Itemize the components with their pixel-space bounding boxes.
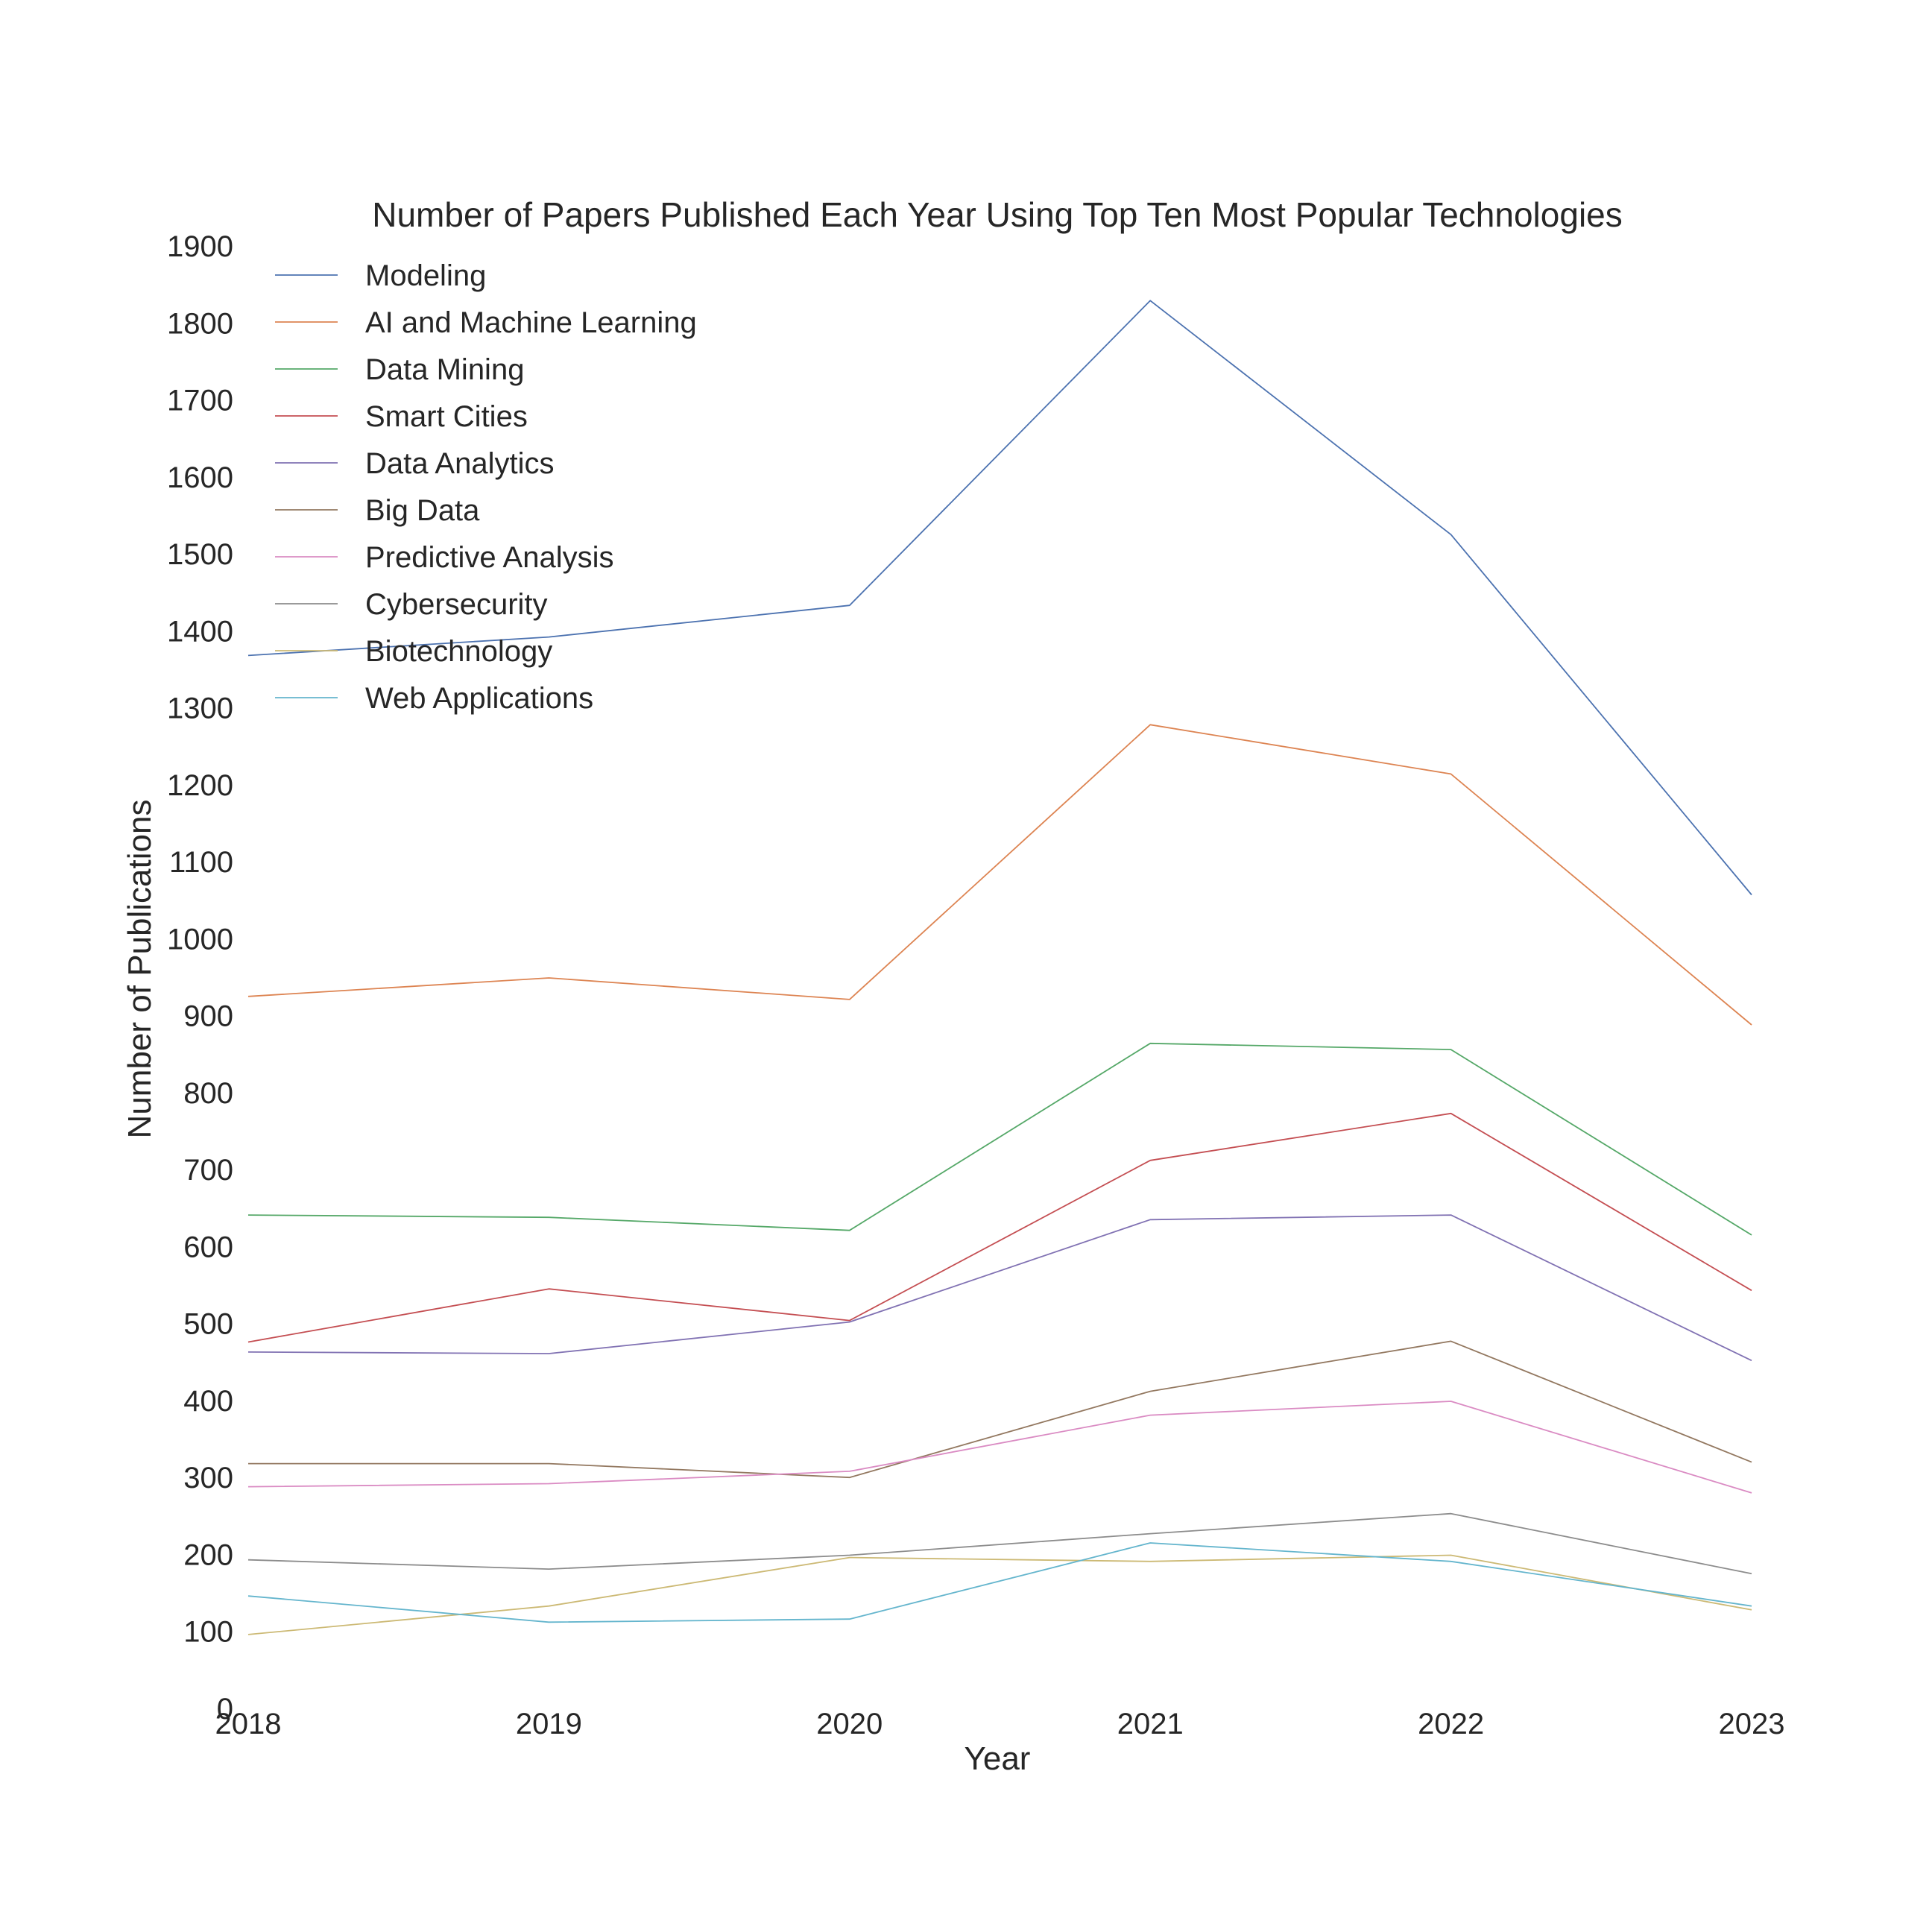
y-tick-label: 1100 bbox=[169, 846, 233, 879]
y-tick-label: 400 bbox=[183, 1385, 233, 1418]
x-tick-label: 2020 bbox=[816, 1708, 883, 1740]
y-tick-label: 900 bbox=[183, 1000, 233, 1033]
series-line bbox=[247, 1512, 1752, 1575]
legend-item: Data Mining bbox=[275, 353, 524, 386]
series-line bbox=[247, 724, 1752, 1026]
y-tick-label: 300 bbox=[183, 1462, 233, 1494]
y-tick-labels: 0 100 200 300 400 500 600 700 800 900 1000 1100 1200… bbox=[167, 230, 233, 1726]
series-line bbox=[247, 300, 1752, 896]
legend-item: Big Data bbox=[275, 494, 480, 527]
legend-label: Modeling bbox=[365, 259, 486, 292]
legend-label: AI and Machine Learning bbox=[365, 306, 697, 339]
legend-item: Smart Cities bbox=[275, 400, 528, 433]
series-line bbox=[247, 1214, 1752, 1362]
series-line bbox=[247, 1542, 1752, 1623]
x-tick-labels: 2018 2019 2020 2021 2022 2023 bbox=[215, 1708, 1785, 1740]
x-tick-label: 2022 bbox=[1418, 1708, 1484, 1740]
legend-item: Predictive Analysis bbox=[275, 541, 613, 574]
y-tick-label: 1200 bbox=[167, 769, 233, 802]
legend-item: AI and Machine Learning bbox=[275, 306, 697, 339]
legend-label: Biotechnology bbox=[365, 635, 552, 668]
y-tick-label: 600 bbox=[183, 1231, 233, 1263]
legend-label: Predictive Analysis bbox=[365, 541, 613, 574]
y-tick-label: 1500 bbox=[167, 538, 233, 571]
legend-item: Biotechnology bbox=[275, 635, 552, 668]
legend-label: Web Applications bbox=[365, 682, 593, 715]
x-tick-label: 2019 bbox=[516, 1708, 582, 1740]
y-tick-label: 1300 bbox=[167, 692, 233, 725]
x-tick-label: 2018 bbox=[215, 1708, 282, 1740]
chart-title: Number of Papers Published Each Year Usi… bbox=[372, 195, 1623, 234]
legend-item: Web Applications bbox=[275, 682, 593, 715]
legend-label: Cybersecurity bbox=[365, 588, 548, 621]
x-tick-label: 2021 bbox=[1117, 1708, 1184, 1740]
legend-item: Cybersecurity bbox=[275, 588, 548, 621]
y-axis-label: Number of Publications bbox=[121, 800, 158, 1139]
legend-label: Big Data bbox=[365, 494, 480, 527]
y-tick-label: 1900 bbox=[167, 230, 233, 263]
y-tick-label: 100 bbox=[183, 1616, 233, 1649]
series-line bbox=[247, 1554, 1752, 1635]
y-tick-label: 0 bbox=[217, 1693, 233, 1726]
series-line bbox=[247, 1112, 1752, 1343]
y-tick-label: 500 bbox=[183, 1308, 233, 1341]
series-lines bbox=[247, 300, 1752, 1635]
legend: Modeling AI and Machine Learning Data Mini… bbox=[275, 259, 697, 715]
y-tick-label: 1600 bbox=[167, 461, 233, 494]
y-tick-label: 800 bbox=[183, 1077, 233, 1110]
y-tick-label: 1400 bbox=[167, 615, 233, 648]
x-tick-label: 2023 bbox=[1719, 1708, 1785, 1740]
legend-label: Data Analytics bbox=[365, 447, 554, 480]
y-tick-label: 1700 bbox=[167, 385, 233, 417]
series-line bbox=[247, 1401, 1752, 1494]
y-tick-label: 700 bbox=[183, 1154, 233, 1187]
legend-item: Data Analytics bbox=[275, 447, 554, 480]
legend-item: Modeling bbox=[275, 259, 486, 292]
y-tick-label: 1800 bbox=[167, 307, 233, 340]
legend-label: Smart Cities bbox=[365, 400, 528, 433]
legend-label: Data Mining bbox=[365, 353, 524, 386]
series-line bbox=[248, 1340, 1752, 1479]
series-line bbox=[247, 1042, 1752, 1236]
y-tick-label: 200 bbox=[183, 1538, 233, 1571]
x-axis-label: Year bbox=[965, 1740, 1031, 1777]
y-tick-label: 1000 bbox=[167, 923, 233, 956]
